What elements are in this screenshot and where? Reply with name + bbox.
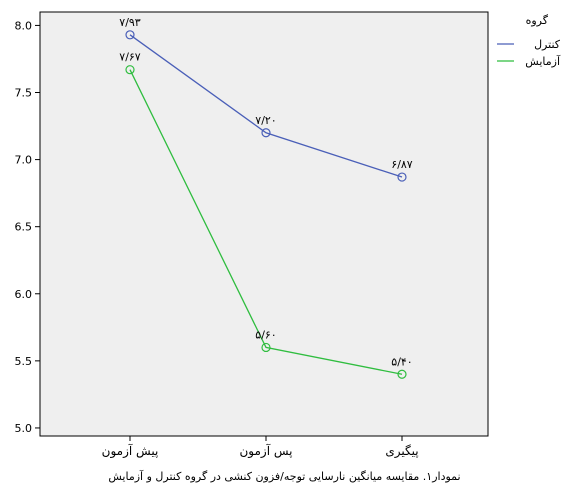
data-point — [125, 30, 135, 40]
x-axis: پیش آزمون پس آزمون پیگیری — [102, 436, 419, 459]
y-tick-label: 8.0 — [15, 19, 33, 32]
series-line — [129, 69, 403, 375]
data-point — [397, 369, 407, 379]
y-tick-label: 6.0 — [15, 288, 33, 301]
data-label: ۷/۹۳ — [119, 16, 141, 29]
legend-entry-label: آزمایش — [525, 54, 561, 68]
data-label: ۵/۴۰ — [391, 355, 412, 368]
figure-caption: نمودار۱. مقایسه میانگین نارسایی توجه/فزو… — [108, 470, 461, 483]
y-tick-label: 5.0 — [15, 422, 33, 435]
data-point — [261, 128, 271, 138]
legend-title: گروه — [526, 14, 549, 27]
data-label: ۷/۶۷ — [119, 51, 141, 64]
legend: گروه کنترل آزمایش — [497, 14, 561, 68]
y-tick-label: 5.5 — [15, 355, 33, 368]
series-layer: ۷/۹۳ ۷/۲۰ ۶/۸۷ ۷/۶۷ ۵/۶۰ ۵/۴۰ — [119, 16, 413, 379]
data-label: ۷/۲۰ — [255, 114, 276, 127]
series-line — [129, 34, 403, 178]
legend-entry-label: کنترل — [534, 38, 561, 51]
y-axis: 5.0 5.5 6.0 6.5 7.0 7.5 8.0 — [15, 19, 40, 435]
y-tick-label: 7.5 — [15, 87, 33, 100]
data-point — [125, 65, 135, 75]
data-point — [397, 172, 407, 182]
data-point — [261, 342, 271, 353]
x-tick-label: پس آزمون — [239, 443, 292, 459]
data-label: ۶/۸۷ — [391, 158, 413, 171]
y-tick-label: 6.5 — [15, 221, 33, 234]
x-tick-label: پیگیری — [385, 444, 418, 459]
data-label: ۵/۶۰ — [255, 328, 276, 341]
x-tick-label: پیش آزمون — [102, 443, 159, 459]
plot-area — [39, 11, 489, 437]
y-tick-label: 7.0 — [15, 154, 33, 167]
